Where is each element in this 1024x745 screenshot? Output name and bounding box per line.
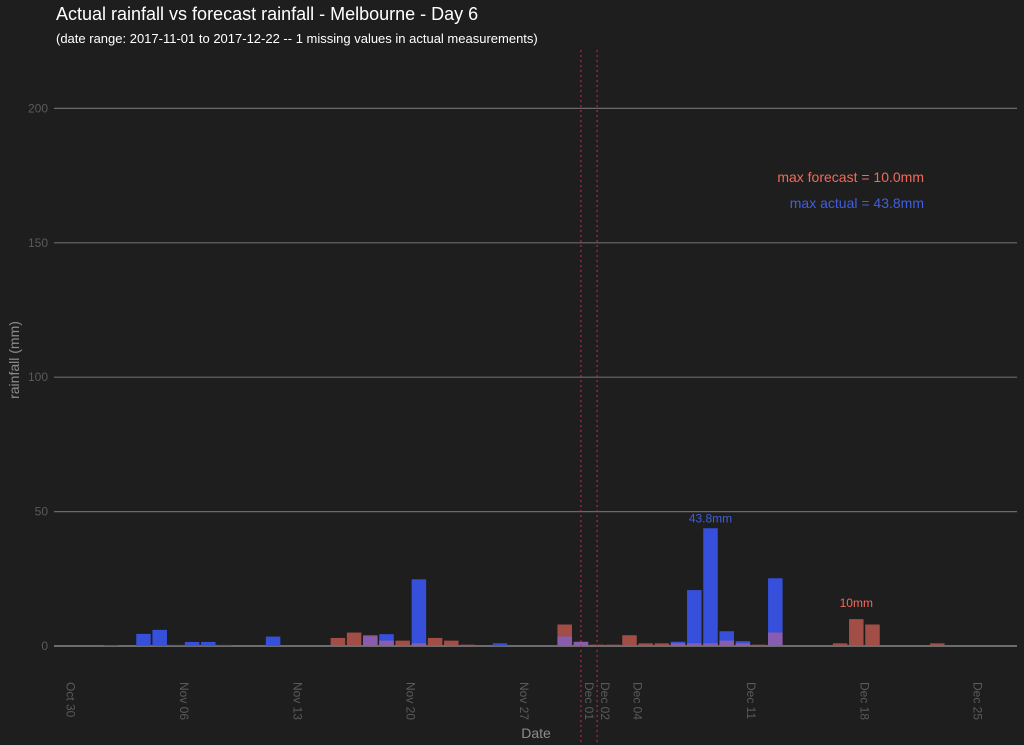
y-tick-label: 150 xyxy=(28,236,48,250)
overlap-bar xyxy=(719,640,734,646)
overlap-bar xyxy=(703,643,718,646)
forecast-bar xyxy=(638,643,653,646)
gridlines xyxy=(54,107,1017,647)
x-tick-label: Dec 11 xyxy=(744,682,758,719)
forecast-bar xyxy=(395,640,410,646)
forecast-bar xyxy=(654,643,670,646)
forecast-bar xyxy=(751,644,767,646)
forecast-bar xyxy=(622,635,637,646)
actual-bar xyxy=(103,645,119,646)
y-tick-label: 100 xyxy=(28,370,48,384)
x-tick-label: Nov 20 xyxy=(404,682,418,720)
y-axis-title: rainfall (mm) xyxy=(6,321,22,399)
actual-bar xyxy=(379,634,394,646)
x-axis-title: Date xyxy=(521,725,551,741)
forecast-bar xyxy=(444,640,459,646)
actual-bar xyxy=(265,636,281,646)
chart-title: Actual rainfall vs forecast rainfall - M… xyxy=(56,4,479,24)
actual-bars xyxy=(103,528,783,646)
max-forecast-annotation: max forecast = 10.0mm xyxy=(777,169,924,185)
overlap-bars xyxy=(363,632,783,646)
forecast-bar xyxy=(849,619,864,646)
x-tick-labels: Oct 30 Nov 06 Nov 13 Nov 20 Nov 27 Dec 01 Dec … xyxy=(64,682,985,720)
forecast-bar xyxy=(427,637,443,646)
x-tick-label: Nov 13 xyxy=(290,682,304,720)
reference-vlines xyxy=(580,50,598,745)
overlap-bar xyxy=(670,643,686,646)
y-tick-label: 200 xyxy=(28,101,48,115)
forecast-bar xyxy=(460,644,475,646)
forecast-bar xyxy=(865,624,880,646)
overlap-bar xyxy=(379,640,394,646)
x-tick-label: Dec 18 xyxy=(857,682,871,720)
overlap-bar xyxy=(687,643,702,646)
actual-bar xyxy=(168,644,184,646)
overlap-bar xyxy=(768,632,783,646)
x-tick-label: Dec 02 xyxy=(598,682,612,720)
actual-peak-label: 43.8mm xyxy=(689,511,732,525)
overlap-bar xyxy=(411,643,427,646)
actual-bar xyxy=(768,578,783,646)
x-tick-label: Nov 27 xyxy=(517,682,531,720)
x-tick-label: Nov 06 xyxy=(177,682,191,720)
actual-bar xyxy=(703,528,718,646)
x-tick-label: Dec 04 xyxy=(631,682,645,720)
forecast-bar xyxy=(832,643,848,646)
overlap-bar xyxy=(557,636,572,646)
actual-bar xyxy=(201,641,216,646)
y-tick-label: 50 xyxy=(35,505,49,519)
x-tick-label: Oct 30 xyxy=(64,682,78,718)
forecast-bar xyxy=(930,643,945,646)
x-tick-label: Dec 25 xyxy=(971,682,985,720)
overlap-bar xyxy=(735,643,751,646)
actual-bar xyxy=(411,579,427,646)
forecast-bar xyxy=(606,644,621,646)
chart-subtitle: (date range: 2017-11-01 to 2017-12-22 --… xyxy=(56,31,538,46)
actual-bar xyxy=(152,629,167,646)
actual-bar xyxy=(184,641,200,646)
actual-bar xyxy=(687,590,702,646)
forecast-peak-label: 10mm xyxy=(840,596,873,610)
max-actual-annotation: max actual = 43.8mm xyxy=(790,195,924,211)
actual-bar xyxy=(492,643,508,646)
overlap-bar xyxy=(460,645,475,646)
overlap-bar xyxy=(363,636,378,646)
forecast-bar xyxy=(346,632,362,646)
x-tick-label: Dec 01 xyxy=(582,682,596,720)
forecast-bar xyxy=(330,637,346,646)
actual-bar xyxy=(136,633,151,646)
y-tick-labels: 0 50 100 150 200 xyxy=(28,101,48,653)
overlap-bar xyxy=(573,641,589,646)
y-tick-label: 0 xyxy=(41,639,48,653)
actual-bar xyxy=(217,644,232,646)
